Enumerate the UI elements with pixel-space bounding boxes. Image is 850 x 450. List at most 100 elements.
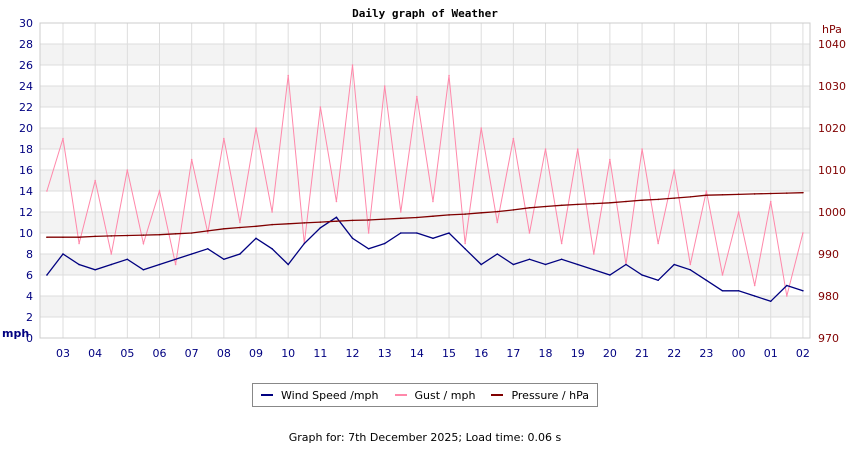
legend-item-pressure: Pressure / hPa [491,389,589,402]
x-tick-label: 05 [120,347,134,360]
data-point-pressure [190,232,193,234]
y-left-tick-label: 22 [19,101,33,114]
x-tick-label: 13 [378,347,392,360]
data-point-wind [287,263,289,266]
data-point-wind [528,258,531,261]
data-point-wind [496,253,499,255]
x-tick-label: 08 [217,347,231,360]
data-point-wind [544,263,547,266]
data-point-pressure [769,192,772,195]
data-point-wind [335,216,338,219]
data-point-gust [239,221,241,224]
data-point-gust [383,85,386,87]
data-point-wind [158,263,161,266]
data-point-wind [255,237,257,240]
data-point-gust [544,148,547,150]
data-point-pressure [78,236,80,238]
data-point-gust [512,137,515,140]
y-left-tick-label: 24 [19,80,33,93]
data-point-pressure [802,191,804,194]
data-point-pressure [142,234,145,236]
data-point-wind [593,268,595,271]
data-point-pressure [625,200,627,203]
y-left-tick-label: 20 [19,122,33,135]
x-tick-label: 23 [699,347,713,360]
data-point-wind [416,232,418,234]
data-point-pressure [287,222,289,225]
data-point-wind [464,247,466,250]
x-tick-label: 06 [153,347,167,360]
wind-swatch [261,394,273,396]
y-left-tick-label: 14 [19,185,33,198]
x-tick-label: 18 [539,347,553,360]
data-point-gust [271,211,273,213]
x-tick-label: 03 [56,347,70,360]
y-left-tick-label: 12 [19,206,33,219]
data-point-wind [448,232,450,234]
data-point-wind [126,258,129,261]
data-point-pressure [239,226,241,229]
data-point-pressure [480,212,483,214]
data-point-wind [367,247,370,250]
y-right-tick-label: 1000 [818,206,846,219]
data-point-wind [190,253,193,255]
data-point-pressure [496,210,499,213]
data-point-wind [142,268,145,271]
data-point-gust [448,74,450,77]
data-point-pressure [110,235,113,237]
data-point-gust [174,263,177,266]
data-point-pressure [721,193,724,196]
data-point-wind [769,300,772,303]
data-point-wind [383,242,386,245]
legend-item-wind: Wind Speed /mph [261,389,379,402]
legend-label: Pressure / hPa [511,388,589,402]
data-point-wind [689,268,692,271]
data-point-pressure [753,193,756,195]
data-point-gust [110,253,113,255]
data-point-pressure [705,194,708,196]
data-point-gust [673,169,676,171]
data-point-wind [303,242,306,245]
grid-band [40,128,810,149]
data-point-pressure [673,197,676,199]
data-point-pressure [255,225,257,228]
legend-label: Wind Speed /mph [281,388,379,402]
x-tick-label: 20 [603,347,617,360]
data-point-gust [158,190,161,192]
data-point-wind [78,263,80,266]
data-point-pressure [399,217,402,220]
y-left-tick-label: 16 [19,164,33,177]
data-point-pressure [641,199,643,202]
data-point-pressure [432,215,434,217]
chart-title: Daily graph of Weather [352,7,498,20]
data-point-gust [689,263,692,266]
y-right-tick-label: 1030 [818,80,846,93]
data-point-gust [593,253,595,255]
x-tick-label: 21 [635,347,649,360]
data-point-pressure [464,213,466,215]
data-point-gust [255,127,257,129]
data-point-wind [271,247,273,250]
data-point-gust [802,232,804,234]
legend-label: Gust / mph [414,388,476,402]
y-left-tick-label: 4 [26,290,33,303]
data-point-gust [319,106,322,108]
data-point-wind [512,263,515,266]
data-point-wind [399,232,402,234]
data-point-gust [786,295,788,297]
data-point-wind [609,274,611,276]
data-point-gust [351,64,354,66]
pressure-swatch [491,394,504,396]
y-left-tick-label: 10 [19,227,33,240]
data-point-gust [560,242,563,245]
grid-band [40,212,810,233]
data-point-pressure [126,234,129,237]
data-point-wind [480,263,483,266]
legend-item-gust: Gust / mph [394,388,476,402]
data-point-pressure [158,233,161,236]
data-point-pressure [448,214,450,216]
data-point-pressure [560,204,563,207]
data-point-wind [174,258,177,261]
data-point-pressure [351,219,354,222]
